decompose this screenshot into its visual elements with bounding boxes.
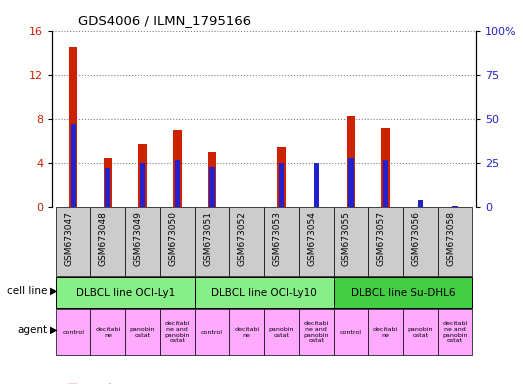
Text: GSM673050: GSM673050	[168, 211, 177, 266]
Text: ▶: ▶	[50, 325, 57, 335]
Bar	[264, 309, 299, 355]
Bar	[209, 167, 214, 207]
Bar	[368, 207, 403, 276]
Bar	[69, 47, 77, 207]
Text: DLBCL line OCI-Ly1: DLBCL line OCI-Ly1	[76, 288, 175, 298]
Bar	[383, 160, 388, 207]
Text: DLBCL line OCI-Ly10: DLBCL line OCI-Ly10	[211, 288, 317, 298]
Bar	[56, 309, 90, 355]
Bar	[279, 163, 284, 207]
Text: decitabi
ne: decitabi ne	[373, 327, 399, 338]
Text: ▶: ▶	[50, 286, 57, 296]
Bar	[403, 207, 438, 276]
Bar	[368, 309, 403, 355]
Bar	[264, 207, 299, 276]
Text: decitabi
ne and
panobin
ostat: decitabi ne and panobin ostat	[165, 321, 190, 343]
Bar	[138, 144, 147, 207]
Bar	[438, 309, 472, 355]
Legend: count, percentile rank within the sample: count, percentile rank within the sample	[67, 383, 250, 384]
Bar	[381, 128, 390, 207]
Bar	[56, 277, 195, 308]
Text: GDS4006 / ILMN_1795166: GDS4006 / ILMN_1795166	[78, 14, 252, 27]
Bar	[104, 158, 112, 207]
Bar	[334, 309, 368, 355]
Bar	[173, 130, 181, 207]
Bar	[230, 309, 264, 355]
Text: control: control	[201, 329, 223, 335]
Text: GSM673048: GSM673048	[99, 211, 108, 266]
Text: decitabi
ne and
panobin
ostat: decitabi ne and panobin ostat	[303, 321, 329, 343]
Bar	[230, 207, 264, 276]
Bar	[175, 160, 180, 207]
Bar	[299, 207, 334, 276]
Bar	[277, 147, 286, 207]
Text: decitabi
ne: decitabi ne	[234, 327, 259, 338]
Bar	[299, 309, 334, 355]
Text: GSM673057: GSM673057	[377, 211, 385, 266]
Bar	[195, 277, 334, 308]
Bar	[105, 169, 110, 207]
Bar	[160, 309, 195, 355]
Text: agent: agent	[17, 325, 47, 335]
Text: panobin
ostat: panobin ostat	[407, 327, 433, 338]
Bar	[125, 207, 160, 276]
Text: cell line: cell line	[7, 286, 47, 296]
Bar	[403, 309, 438, 355]
Bar	[348, 158, 354, 207]
Bar	[438, 207, 472, 276]
Text: panobin
ostat: panobin ostat	[130, 327, 155, 338]
Bar	[90, 207, 125, 276]
Bar	[334, 207, 368, 276]
Bar	[347, 116, 355, 207]
Bar	[71, 124, 76, 207]
Text: GSM673058: GSM673058	[446, 211, 455, 266]
Text: decitabi
ne and
panobin
ostat: decitabi ne and panobin ostat	[442, 321, 468, 343]
Bar	[195, 309, 230, 355]
Text: panobin
ostat: panobin ostat	[269, 327, 294, 338]
Text: GSM673051: GSM673051	[203, 211, 212, 266]
Bar	[56, 207, 90, 276]
Text: GSM673052: GSM673052	[238, 211, 247, 266]
Text: control: control	[340, 329, 362, 335]
Bar	[334, 277, 472, 308]
Text: GSM673056: GSM673056	[412, 211, 420, 266]
Text: GSM673049: GSM673049	[133, 211, 143, 266]
Bar	[160, 207, 195, 276]
Bar	[418, 200, 423, 207]
Text: GSM673047: GSM673047	[64, 211, 73, 266]
Text: control: control	[62, 329, 84, 335]
Bar	[314, 163, 319, 207]
Text: GSM673053: GSM673053	[272, 211, 281, 266]
Text: GSM673055: GSM673055	[342, 211, 351, 266]
Bar	[125, 309, 160, 355]
Text: DLBCL line Su-DHL6: DLBCL line Su-DHL6	[351, 288, 455, 298]
Bar	[140, 163, 145, 207]
Bar	[452, 205, 458, 207]
Bar	[195, 207, 230, 276]
Text: decitabi
ne: decitabi ne	[95, 327, 120, 338]
Text: GSM673054: GSM673054	[307, 211, 316, 266]
Bar	[208, 152, 217, 207]
Bar	[90, 309, 125, 355]
